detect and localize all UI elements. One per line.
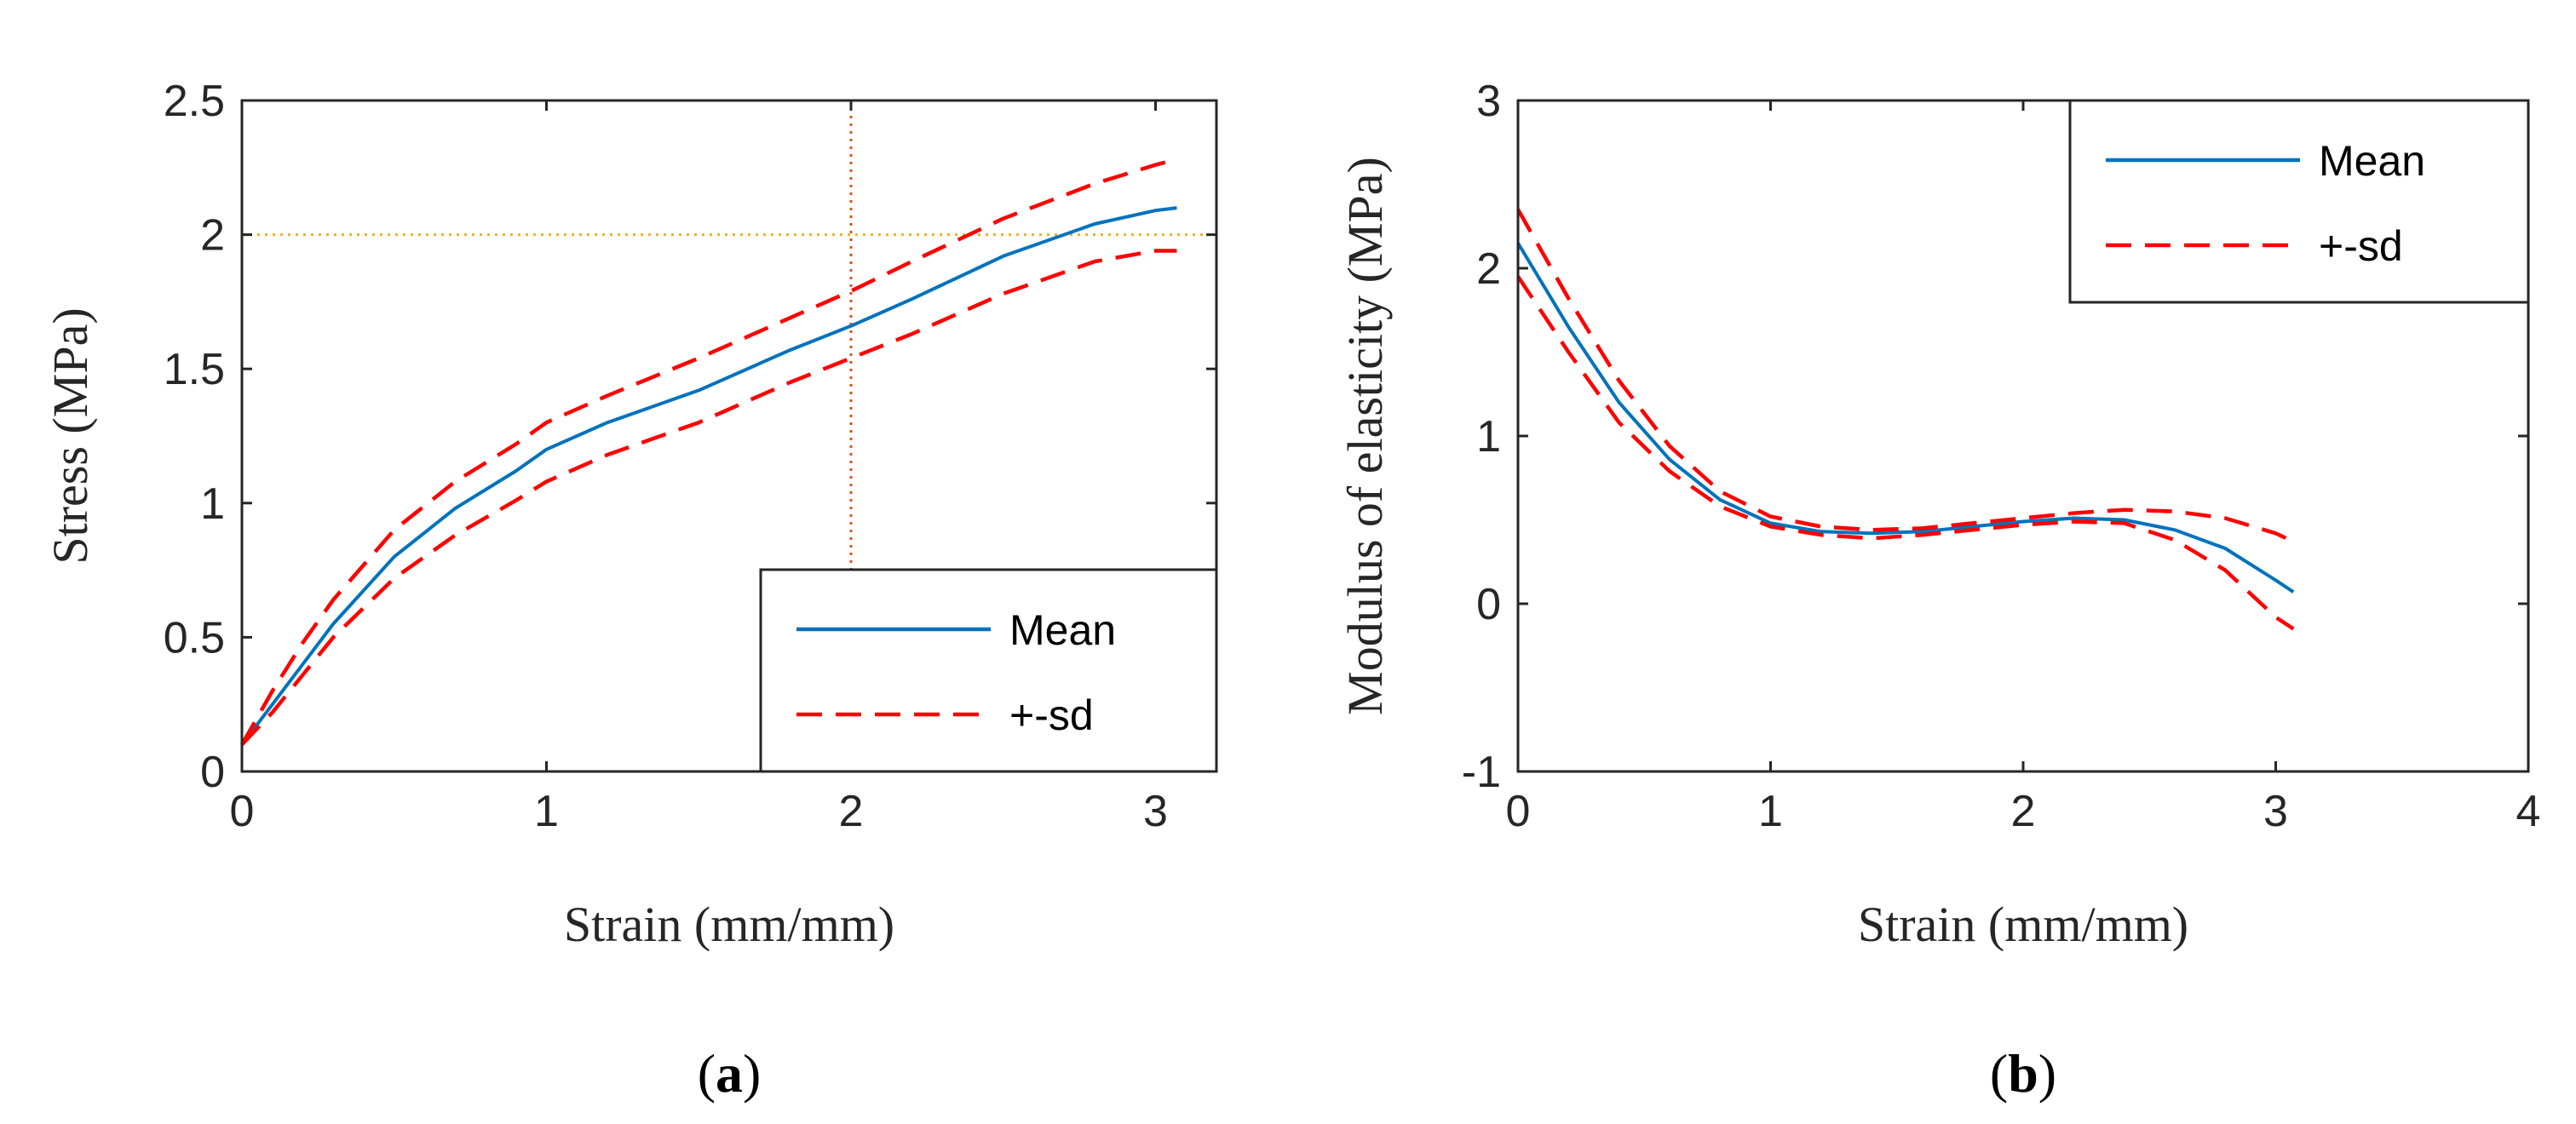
y-axis-title: Stress (MPa)	[43, 307, 98, 564]
x-tick-label: 0	[1506, 787, 1531, 836]
y-axis-title: Modulus of elasticity (MPa)	[1337, 157, 1393, 715]
series-line-mean	[240, 206, 1177, 746]
series-line-mean	[1516, 242, 2295, 594]
x-tick-label: 1	[534, 787, 559, 836]
x-tick-label: 2	[2011, 787, 2036, 836]
y-tick-label: 2	[200, 211, 225, 261]
y-tick-label: 1.5	[164, 345, 225, 394]
caption-letter: a	[716, 1043, 743, 1104]
legend-box	[759, 568, 1218, 773]
legend-box	[2068, 99, 2530, 304]
legend-label: Mean	[1009, 606, 1116, 654]
series-line-sd-lower	[1516, 275, 2295, 631]
y-tick-label: -1	[1462, 748, 1501, 797]
legend-label: +-sd	[2319, 222, 2403, 270]
legend: Mean +-sd	[759, 568, 1218, 773]
x-tick-label: 4	[2516, 787, 2541, 836]
y-tick-label: 2.5	[164, 77, 225, 126]
chart-a: 0 1 2 3 0 0.5 1 1.5 2 2.5 Strain (mm/mm) Stress (MP…	[43, 77, 1218, 1104]
y-tick-label: 0	[200, 748, 225, 797]
legend-label: +-sd	[1009, 691, 1094, 739]
y-tick-label: 1	[200, 479, 225, 529]
y-tick-label: 0	[1476, 580, 1501, 629]
x-tick-label: 2	[839, 787, 864, 836]
series-line-sd-upper	[1516, 208, 2295, 544]
x-tick-label: 3	[2263, 787, 2288, 836]
series-line-sd-lower	[240, 249, 1177, 747]
caption-letter: b	[2008, 1043, 2038, 1104]
y-tick-label: 2	[1476, 244, 1501, 294]
x-tick-label: 0	[230, 787, 255, 836]
x-axis-title: Strain (mm/mm)	[1858, 897, 2188, 952]
plot-area-border	[240, 99, 1218, 773]
x-tick-label: 1	[1758, 787, 1783, 836]
y-tick-label: 3	[1476, 77, 1501, 126]
x-tick-label: 3	[1143, 787, 1168, 836]
subfigure-caption: (b)	[1990, 1043, 2056, 1104]
subfigure-caption: (a)	[698, 1043, 762, 1104]
series-line-sd-upper	[240, 158, 1178, 746]
x-axis-title: Strain (mm/mm)	[564, 897, 894, 952]
y-tick-label: 1	[1476, 412, 1501, 462]
legend-label: Mean	[2319, 137, 2425, 185]
legend: Mean +-sd	[2068, 99, 2530, 304]
y-tick-label: 0.5	[164, 613, 225, 662]
